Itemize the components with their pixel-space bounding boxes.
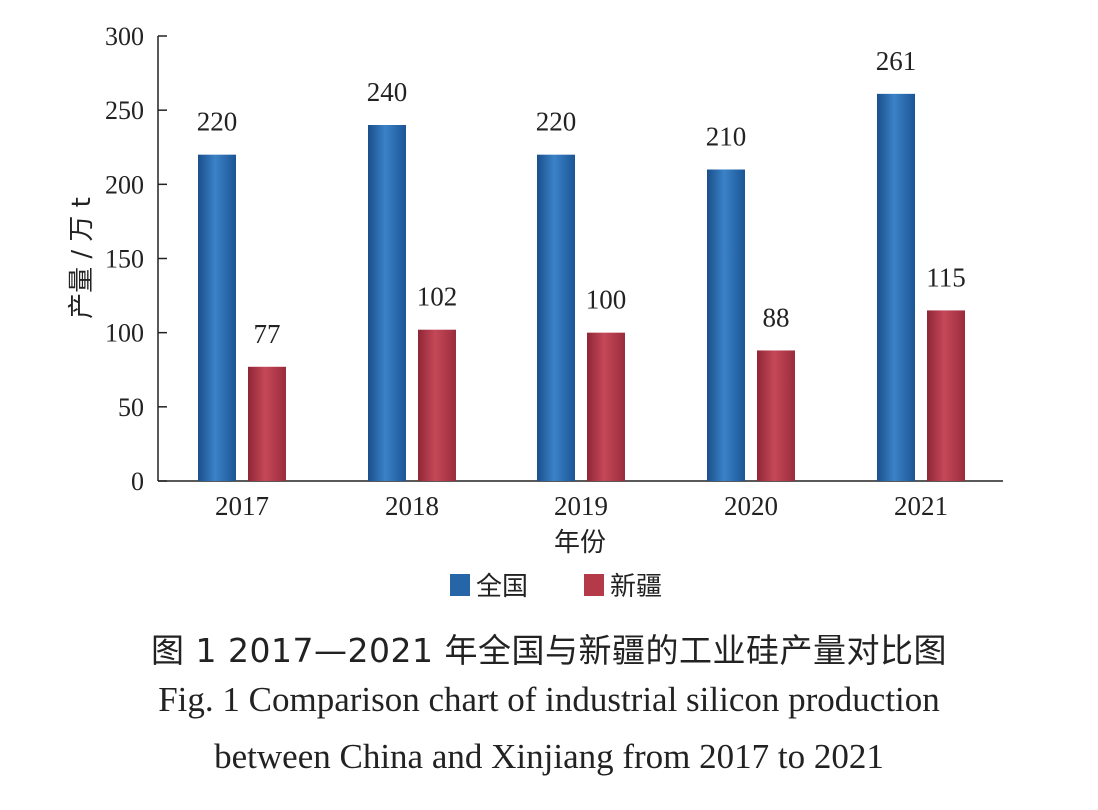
y-tick-label: 250: [105, 96, 144, 125]
data-label-xinjiang-2017: 77: [254, 319, 281, 349]
x-tick-label: 2018: [385, 491, 439, 521]
bar-xinjiang-2017: [248, 366, 286, 481]
y-tick-label: 0: [131, 467, 144, 496]
bar-national-2017: [198, 154, 236, 481]
y-tick-label: 150: [105, 245, 144, 274]
y-tick-label: 50: [118, 393, 144, 422]
figure-caption-english-line1: Fig. 1 Comparison chart of industrial si…: [158, 680, 940, 719]
bar-xinjiang-2019: [587, 332, 625, 481]
data-label-xinjiang-2018: 102: [417, 282, 458, 312]
data-label-xinjiang-2021: 115: [926, 262, 966, 292]
data-label-national-2019: 220: [536, 107, 577, 137]
data-labels: 220 240 220 210 261 77 102 100 88 115: [197, 46, 966, 349]
x-tick-label: 2020: [724, 491, 778, 521]
legend-label-national: 全国: [476, 572, 528, 602]
bar-national-2019: [537, 154, 575, 481]
legend-swatch-national: [450, 574, 470, 596]
y-tick-label: 200: [105, 170, 144, 199]
y-tick-label: 300: [105, 22, 144, 51]
figure-caption-english-line2: between China and Xinjiang from 2017 to …: [214, 737, 884, 776]
data-label-national-2020: 210: [706, 122, 747, 152]
legend: 全国 新疆: [450, 572, 662, 602]
y-axis-title: 产量 / 万 t: [67, 197, 97, 319]
y-axis: 0 50 100 150 200 250 300: [105, 22, 167, 496]
bar-national-2020: [707, 169, 745, 481]
data-label-xinjiang-2020: 88: [763, 302, 790, 332]
x-tick-label: 2017: [215, 491, 269, 521]
y-tick-label: 100: [105, 319, 144, 348]
data-label-national-2021: 261: [876, 46, 917, 76]
bar-xinjiang-2021: [927, 310, 965, 481]
x-tick-label: 2019: [554, 491, 608, 521]
legend-swatch-xinjiang: [584, 574, 604, 596]
axis-titles: 年份 产量 / 万 t: [67, 197, 606, 558]
bar-xinjiang-2020: [757, 350, 795, 481]
x-axis: 2017 2018 2019 2020 2021: [158, 480, 1003, 521]
data-label-xinjiang-2019: 100: [586, 285, 627, 315]
x-axis-title: 年份: [554, 528, 606, 558]
bar-national-2021: [877, 93, 915, 481]
bar-national-2018: [368, 125, 406, 481]
figure-caption-chinese: 图 1 2017—2021 年全国与新疆的工业硅产量对比图: [151, 631, 947, 670]
bar-xinjiang-2018: [418, 329, 456, 481]
data-label-national-2018: 240: [367, 77, 408, 107]
data-label-national-2017: 220: [197, 107, 238, 137]
x-tick-label: 2021: [894, 491, 948, 521]
legend-label-xinjiang: 新疆: [610, 572, 662, 602]
bars: [198, 93, 965, 481]
